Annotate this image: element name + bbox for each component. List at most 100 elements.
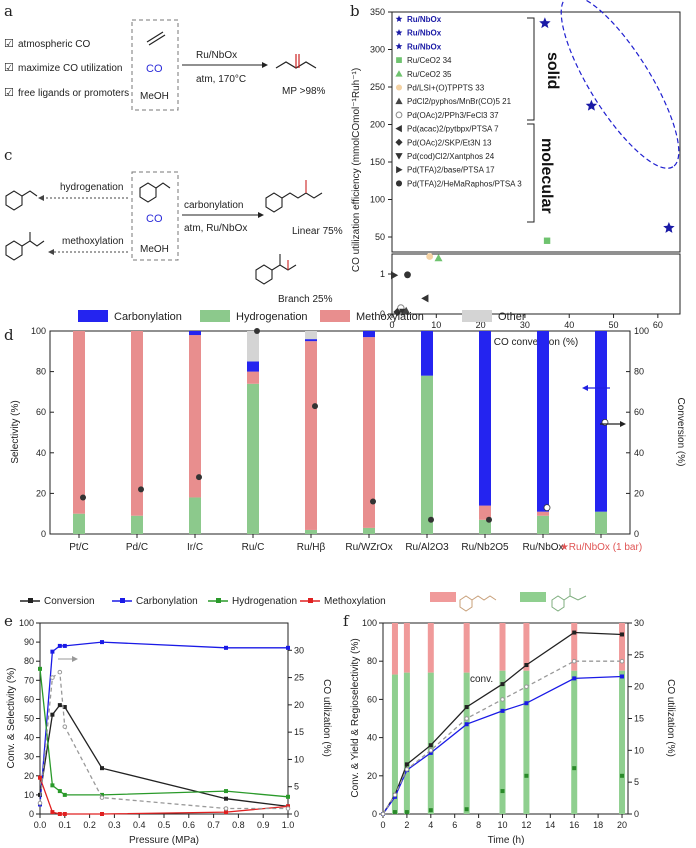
bar-segment xyxy=(73,513,85,534)
series-point xyxy=(392,792,398,798)
series-point xyxy=(286,794,290,799)
y-tick-label-right: 0 xyxy=(634,529,639,539)
bar-segment xyxy=(363,527,375,534)
x-tick-label: 0.8 xyxy=(232,820,245,830)
bar-segment xyxy=(131,331,143,516)
bar-segment xyxy=(305,341,317,530)
x-tick-label: 60 xyxy=(653,320,663,330)
legend-marker xyxy=(395,42,403,50)
series-point xyxy=(464,716,469,721)
x-tick-label: 14 xyxy=(545,820,555,830)
y-tick-label: 300 xyxy=(370,45,385,55)
x-tick-label: 10 xyxy=(498,820,508,830)
bar-segment xyxy=(305,339,317,342)
legend-label: Hydrogenation xyxy=(236,311,308,323)
branch-bar xyxy=(499,670,506,814)
x-tick-label: 0.0 xyxy=(34,820,47,830)
y-tick-label-left: 10 xyxy=(24,790,34,800)
legend-label: Ru/NbOx xyxy=(407,29,442,38)
legend-marker xyxy=(395,97,403,105)
data-point xyxy=(585,99,598,111)
data-point xyxy=(434,254,443,262)
legend-label: Pd(OAc)2/SKP/Et3N 13 xyxy=(407,138,492,147)
arrow-head-icon xyxy=(258,212,264,218)
series-line xyxy=(39,668,289,798)
legend-swatch xyxy=(200,310,230,322)
series-point xyxy=(571,658,577,664)
panel-label-a: a xyxy=(4,2,13,20)
arrow-head-icon xyxy=(38,195,44,201)
legend-marker xyxy=(396,166,403,174)
series-point xyxy=(50,712,55,717)
x-tick-label: 20 xyxy=(476,320,486,330)
chart-e-series xyxy=(37,640,291,816)
chart-e-axes: 0.0 0.1 0.2 0.3 0.4 0.5 0.6 0.7 0.8 0.9 1.00102030… xyxy=(19,618,304,830)
series-point xyxy=(620,674,625,679)
condition-2: maximize CO utilization xyxy=(18,63,122,74)
x-tick-label: 8 xyxy=(476,820,481,830)
series-point xyxy=(99,795,105,800)
series-point xyxy=(524,663,529,668)
chart-b-ylabel: CO utilization efficiency (mmolCOmol⁻¹Ru… xyxy=(351,68,362,272)
y-tick-label: 150 xyxy=(370,157,385,167)
y-tick-label-right: 10 xyxy=(634,745,644,755)
series-point xyxy=(50,675,55,680)
y-tick-label-right: 20 xyxy=(634,488,644,498)
legend-swatch xyxy=(320,310,350,322)
legend-marker xyxy=(396,57,402,63)
conversion-point xyxy=(486,516,492,523)
series-point xyxy=(224,645,228,650)
y-tick-label: 200 xyxy=(370,120,385,130)
legend-label: Hydrogenation xyxy=(232,596,297,607)
chart-f-bars xyxy=(391,623,626,814)
conversion-point xyxy=(254,328,260,334)
linear-bar xyxy=(619,623,626,671)
branch-bar xyxy=(523,670,530,814)
series-line xyxy=(39,670,288,810)
series-point xyxy=(62,792,67,797)
x-tick-label: 0.3 xyxy=(108,820,121,830)
condition-3: free ligands or promoters xyxy=(18,88,129,99)
conversion-point xyxy=(138,486,144,493)
legend-label: Methoxylation xyxy=(356,311,424,323)
series-point xyxy=(57,789,62,794)
series-point xyxy=(500,708,505,713)
x-tick-label: 12 xyxy=(521,820,531,830)
reagent-meoh-c: MeOH xyxy=(140,244,169,255)
arrow-top-label: Ru/NbOx xyxy=(196,50,237,61)
legend-marker xyxy=(395,29,403,36)
y-tick-label-right: 10 xyxy=(294,754,304,764)
x-tick-label: 20 xyxy=(617,820,627,830)
bar-segment xyxy=(305,331,317,340)
chart-d-axes: 0 0 20 20 40 40 60 60 80 80 100 100 Pt/C Pd/C Ir/C Ru/C… xyxy=(31,326,649,553)
conversion-point xyxy=(543,504,551,512)
series-point xyxy=(224,810,228,815)
series-point xyxy=(500,697,505,702)
bar-segment xyxy=(363,337,375,528)
y-tick-label-left: 0 xyxy=(29,809,34,819)
x-tick-label: 30 xyxy=(520,320,530,330)
panel-label-f: f xyxy=(343,612,350,630)
chart-b-scatter: 0 10 20 30 40 50 60 50 100 150 200 250 300 350 0 1 CO c… xyxy=(351,0,681,348)
legend-marker xyxy=(120,598,125,603)
linear-label: Linear 75% xyxy=(292,226,343,237)
series-point xyxy=(100,812,104,816)
legend-label: Pd(TFA)2/base/PTSA 17 xyxy=(407,166,495,175)
series-point xyxy=(619,658,625,664)
series-point xyxy=(572,630,577,635)
panel-label-d: d xyxy=(4,326,14,344)
legend-marker xyxy=(395,84,403,91)
y-tick-label-left: 100 xyxy=(19,618,34,628)
panel-label-e: e xyxy=(4,612,13,630)
series-point xyxy=(572,676,577,681)
hydrogenation-label: hydrogenation xyxy=(60,182,123,193)
series-point xyxy=(57,812,62,816)
y-tick-label-left: 20 xyxy=(24,771,34,781)
x-tick-label: 0.9 xyxy=(257,820,270,830)
legend-marker xyxy=(216,598,221,603)
legend-label: Pd(OAc)2/PPh3/FeCl3 37 xyxy=(407,111,499,120)
check-icon: ☑ xyxy=(4,62,14,74)
y-tick-label-left: 50 xyxy=(24,714,34,724)
series-point xyxy=(38,792,42,797)
legend-marker xyxy=(395,125,402,133)
